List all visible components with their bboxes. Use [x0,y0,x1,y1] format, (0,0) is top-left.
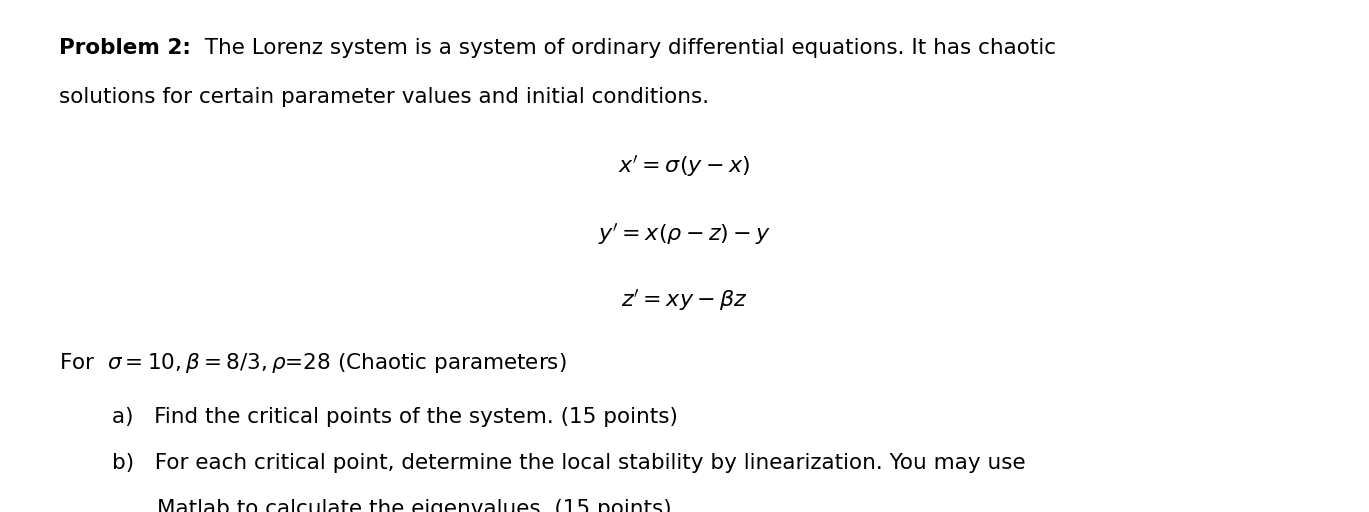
Text: Problem 2:: Problem 2: [59,38,190,58]
Text: b)   For each critical point, determine the local stability by linearization. Yo: b) For each critical point, determine th… [112,453,1025,473]
Text: solutions for certain parameter values and initial conditions.: solutions for certain parameter values a… [59,87,709,107]
Text: The Lorenz system is a system of ordinary differential equations. It has chaotic: The Lorenz system is a system of ordinar… [190,38,1055,58]
Text: $y' = x(\rho - z) - y$: $y' = x(\rho - z) - y$ [598,221,771,247]
Text: For  $\sigma = 10, \beta = 8/3, \rho$=28 (Chaotic parameters): For $\sigma = 10, \beta = 8/3, \rho$=28 … [59,351,567,375]
Text: $x' = \sigma(y - x)$: $x' = \sigma(y - x)$ [619,154,750,179]
Text: Matlab to calculate the eigenvalues. (15 points): Matlab to calculate the eigenvalues. (15… [157,499,672,512]
Text: a)   Find the critical points of the system. (15 points): a) Find the critical points of the syste… [112,407,678,427]
Text: $z' = xy - \beta z$: $z' = xy - \beta z$ [622,288,747,313]
